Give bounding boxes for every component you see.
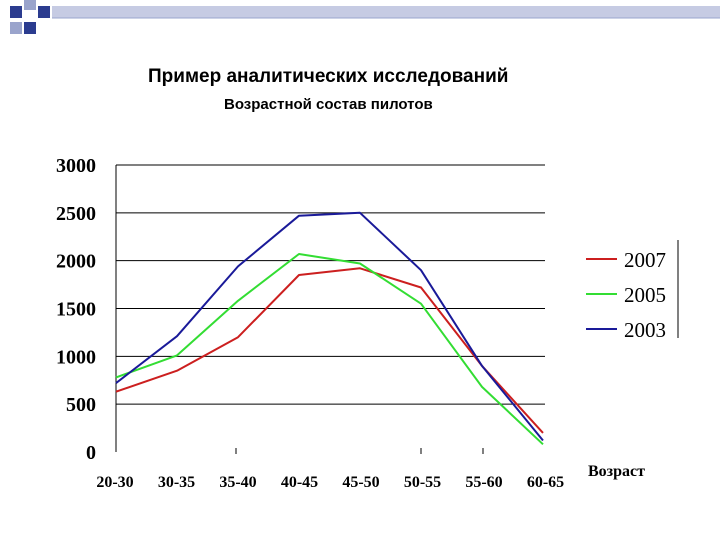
x-tick-label: 20-30 xyxy=(96,474,133,491)
x-tick-label: 55-60 xyxy=(465,474,502,491)
slide-title: Пример аналитических исследований xyxy=(148,66,509,87)
x-tick-label: 60-65 xyxy=(527,474,564,491)
x-axis-label: Возраст xyxy=(588,463,645,480)
deco-square-2 xyxy=(24,0,36,10)
deco-square-5 xyxy=(10,22,22,34)
legend-label: 2003 xyxy=(624,318,666,342)
legend-label: 2007 xyxy=(624,248,666,272)
y-tick-label: 3000 xyxy=(56,155,96,177)
y-tick-label: 0 xyxy=(86,442,96,464)
series-line-2003 xyxy=(115,211,544,442)
y-tick-label: 2000 xyxy=(56,251,96,273)
deco-square-1 xyxy=(10,6,22,18)
deco-square-3 xyxy=(38,6,50,18)
x-tick-label: 30-35 xyxy=(158,474,195,491)
legend: 2007 2005 2003 xyxy=(586,240,679,342)
y-tick-label: 1500 xyxy=(56,299,96,321)
series-lines xyxy=(115,211,544,446)
x-tick-labels: 20-30 30-35 35-40 40-45 45-50 50-55 55-60 60-65 xyxy=(96,474,564,491)
x-tick-label: 40-45 xyxy=(281,474,318,491)
legend-label: 2005 xyxy=(624,283,666,307)
y-tick-label: 1000 xyxy=(56,346,96,368)
chart-subtitle: Возрастной состав пилотов xyxy=(224,96,433,113)
deco-bar xyxy=(52,6,720,18)
y-tick-labels: 0 500 1000 1500 2000 2500 3000 xyxy=(56,155,96,464)
series-line-2005 xyxy=(115,253,544,446)
y-tick-label: 500 xyxy=(66,394,96,416)
slide-decoration xyxy=(10,0,720,34)
series-line-2007 xyxy=(115,267,544,434)
y-tick-label: 2500 xyxy=(56,203,96,225)
x-tick-label: 35-40 xyxy=(219,474,256,491)
deco-square-4 xyxy=(24,22,36,34)
x-tick-label: 50-55 xyxy=(404,474,441,491)
x-tick-label: 45-50 xyxy=(342,474,379,491)
axes xyxy=(115,165,484,454)
